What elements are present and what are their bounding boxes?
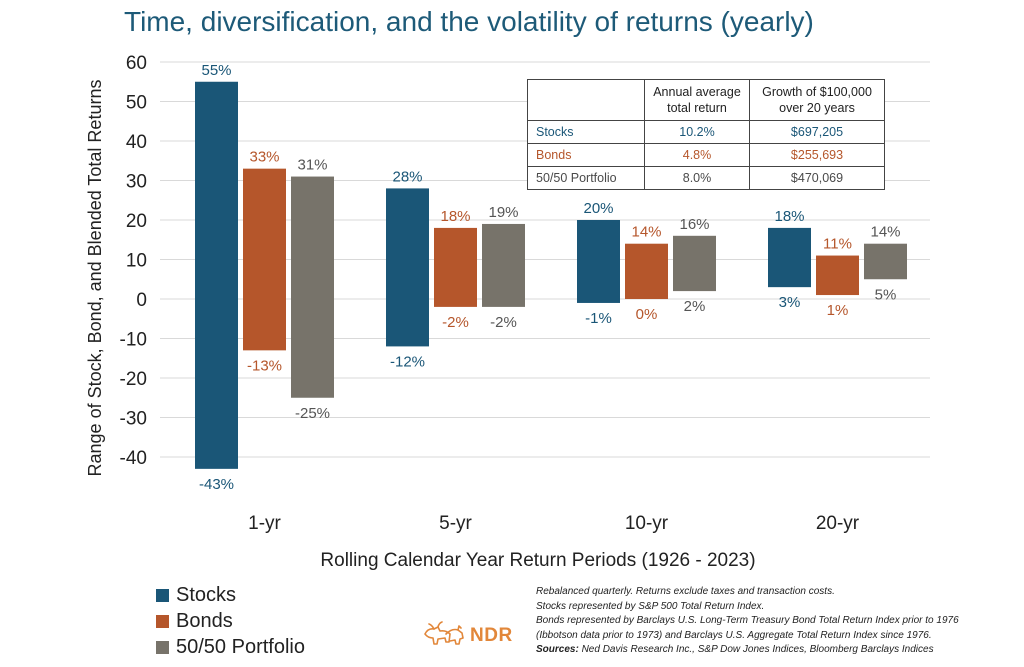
x-tick-label: 5-yr	[439, 513, 472, 534]
sources-text: Ned Davis Research Inc., S&P Dow Jones I…	[578, 644, 934, 656]
y-tick-label: -20	[120, 369, 147, 390]
y-tick-label: 20	[126, 211, 147, 232]
data-label-high: 14%	[870, 224, 900, 241]
table-row: 50/50 Portfolio 8.0% $470,069	[527, 166, 885, 190]
footnote-line: Rebalanced quarterly. Returns exclude ta…	[536, 586, 835, 597]
legend-swatch-stocks	[156, 588, 169, 602]
data-label-low: -2%	[442, 314, 469, 331]
chart-title: Time, diversification, and the volatilit…	[124, 6, 814, 37]
data-label-high: 18%	[440, 208, 470, 225]
table-row: Stocks 10.2% $697,205	[527, 120, 885, 144]
data-label-high: 31%	[297, 157, 327, 174]
table-cell-portfolio-avg: 8.0%	[644, 166, 750, 190]
table-row-label-stocks: Stocks	[527, 120, 645, 144]
footnote-line: (Ibbotson data prior to 1973) and Barcla…	[536, 629, 932, 641]
table-cell-bonds-avg: 4.8%	[644, 143, 750, 167]
x-axis-label: Rolling Calendar Year Return Periods (19…	[320, 550, 755, 571]
ndr-logo: NDR	[422, 620, 513, 652]
footnotes: Rebalanced quarterly. Returns exclude ta…	[536, 585, 959, 658]
data-label-high: 28%	[392, 168, 422, 185]
range-bar-stocks-20-yr	[768, 227, 811, 288]
table-cell-portfolio-growth: $470,069	[749, 166, 885, 190]
table-row-label-bonds: Bonds	[527, 143, 645, 167]
legend-label-bonds: Bonds	[176, 609, 233, 632]
range-bar-50-50-portfolio-10-yr	[673, 235, 716, 292]
data-label-high: 16%	[679, 216, 709, 233]
table-row: Bonds 4.8% $255,693	[527, 143, 885, 167]
data-label-high: 20%	[583, 200, 613, 217]
legend-item-stocks: Stocks	[156, 582, 305, 608]
x-tick-label: 1-yr	[248, 513, 281, 534]
logo-text: NDR	[470, 625, 513, 646]
y-tick-label: -10	[120, 330, 147, 351]
table-header-annual-return: Annual average total return	[644, 79, 750, 121]
range-bar-stocks-1-yr	[195, 81, 238, 469]
range-bar-50-50-portfolio-1-yr	[291, 176, 334, 398]
range-bar-50-50-portfolio-5-yr	[482, 223, 525, 307]
table-header-row: Annual average total return Growth of $1…	[527, 79, 885, 121]
range-bar-50-50-portfolio-20-yr	[864, 243, 907, 280]
legend-label-portfolio: 50/50 Portfolio	[176, 635, 305, 658]
chart-legend: Stocks Bonds 50/50 Portfolio	[156, 582, 305, 660]
range-bar-stocks-10-yr	[577, 220, 620, 303]
data-label-low: -13%	[247, 357, 282, 374]
data-label-high: 33%	[249, 149, 279, 166]
y-axis-label: Range of Stock, Bond, and Blended Total …	[85, 80, 105, 477]
data-label-low: -12%	[390, 353, 425, 370]
data-label-high: 11%	[823, 236, 852, 253]
table-header-empty	[527, 79, 645, 121]
x-tick-label: 20-yr	[816, 513, 860, 534]
legend-item-bonds: Bonds	[156, 608, 305, 634]
data-label-low: 2%	[684, 298, 706, 315]
bull-bear-icon	[424, 621, 464, 645]
x-tick-label: 10-yr	[625, 513, 669, 534]
range-bar-bonds-1-yr	[243, 168, 286, 351]
legend-swatch-bonds	[156, 614, 169, 628]
sources-label: Sources:	[536, 644, 579, 656]
y-tick-label: 40	[126, 132, 147, 153]
data-label-high: 18%	[774, 208, 804, 225]
table-header-growth: Growth of $100,000 over 20 years	[749, 79, 885, 121]
data-label-low: 3%	[779, 294, 801, 311]
table-cell-bonds-growth: $255,693	[749, 143, 885, 167]
range-bar-bonds-10-yr	[625, 243, 668, 299]
data-label-low: -43%	[199, 476, 234, 493]
footnote-line: Bonds represented by Barclays U.S. Long-…	[536, 615, 959, 627]
footnote-line: Stocks represented by S&P 500 Total Retu…	[536, 600, 765, 612]
legend-item-portfolio: 50/50 Portfolio	[156, 634, 305, 660]
data-label-high: 19%	[488, 204, 518, 221]
legend-swatch-portfolio	[156, 640, 169, 654]
y-tick-label: -40	[120, 448, 147, 469]
data-label-low: -25%	[295, 405, 330, 422]
data-label-high: 55%	[201, 62, 231, 79]
legend-label-stocks: Stocks	[176, 583, 237, 606]
range-bar-bonds-20-yr	[816, 255, 859, 296]
y-tick-label: -30	[120, 409, 147, 430]
table-cell-stocks-avg: 10.2%	[644, 120, 750, 144]
data-label-low: -2%	[490, 314, 517, 331]
y-tick-label: 10	[126, 251, 147, 272]
y-tick-label: 50	[126, 93, 147, 114]
data-label-low: 0%	[636, 306, 658, 323]
data-label-low: 5%	[875, 286, 897, 303]
table-row-label-portfolio: 50/50 Portfolio	[527, 166, 645, 190]
range-bar-bonds-5-yr	[434, 227, 477, 307]
data-label-high: 14%	[631, 224, 661, 241]
y-tick-label: 60	[126, 53, 147, 74]
data-label-low: 1%	[827, 302, 849, 319]
table-cell-stocks-growth: $697,205	[749, 120, 885, 144]
y-tick-label: 30	[126, 172, 147, 193]
returns-summary-table: Annual average total return Growth of $1…	[527, 79, 885, 190]
y-tick-label: 0	[136, 290, 147, 311]
footnote-sources: Sources: Ned Davis Research Inc., S&P Do…	[536, 643, 959, 658]
data-label-low: -1%	[585, 310, 612, 327]
range-bar-stocks-5-yr	[386, 188, 429, 347]
